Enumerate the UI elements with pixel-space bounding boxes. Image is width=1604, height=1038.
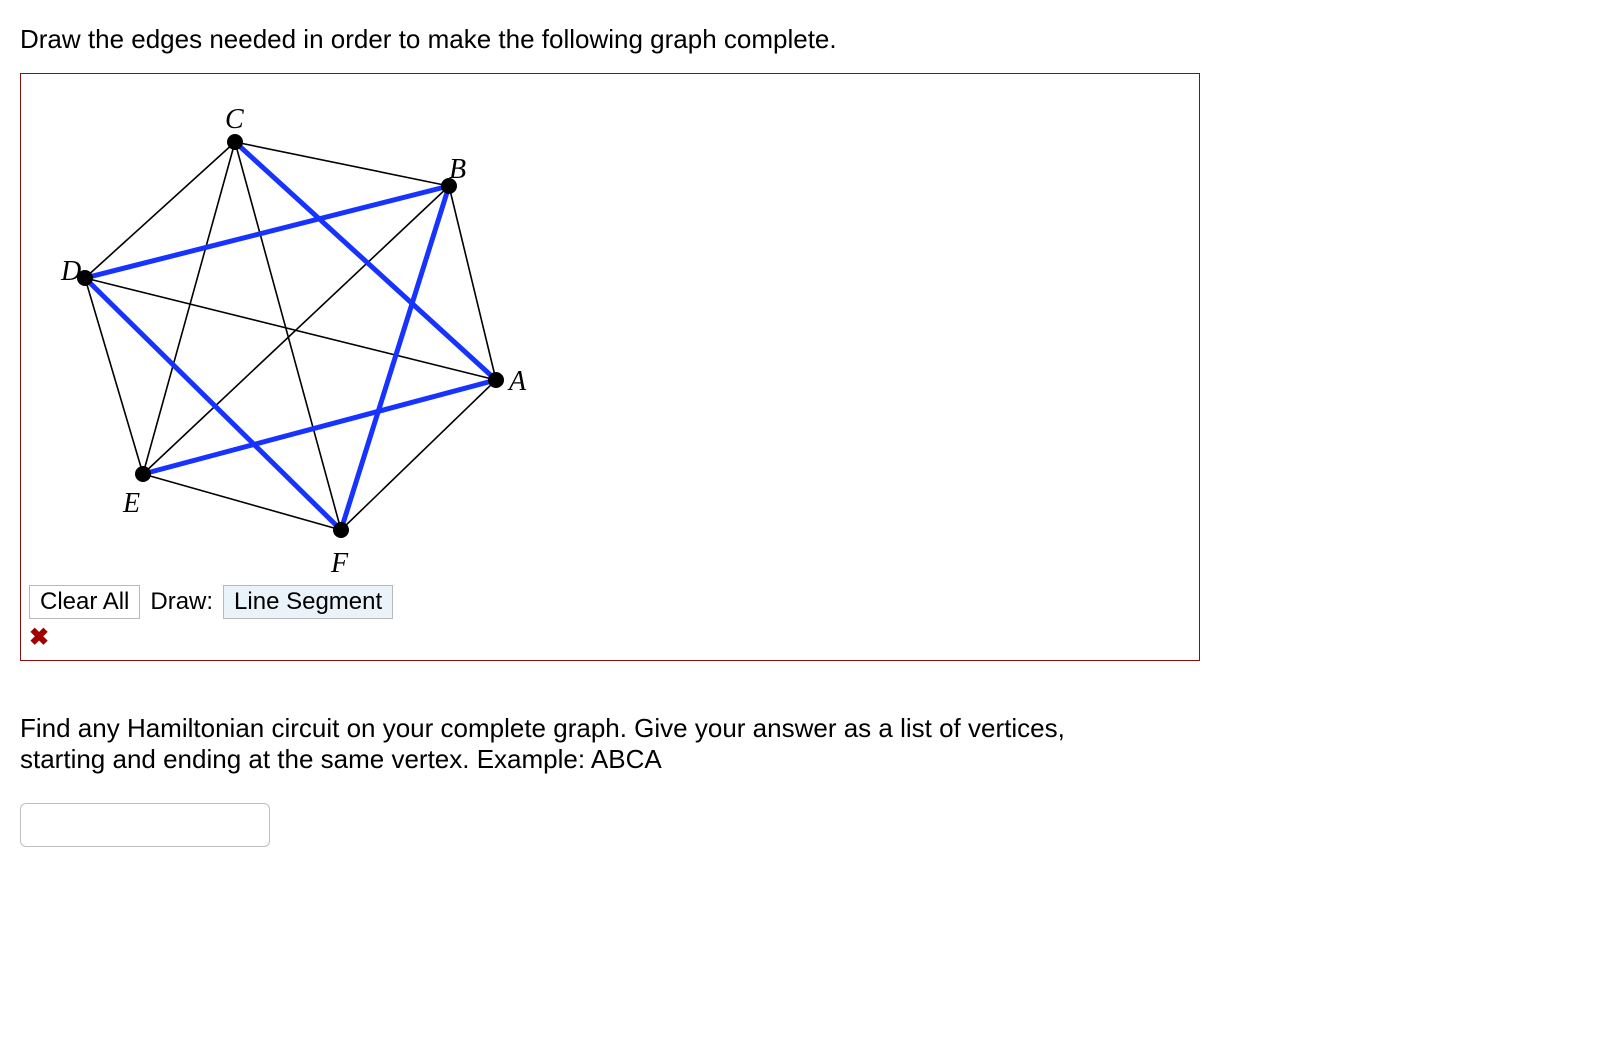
- followup-text: Find any Hamiltonian circuit on your com…: [20, 713, 1140, 775]
- edge-AB: [449, 186, 496, 380]
- vertex-E[interactable]: [135, 466, 151, 482]
- vertex-F[interactable]: [333, 522, 349, 538]
- clear-all-button[interactable]: Clear All: [29, 585, 140, 619]
- incorrect-icon: ✖: [29, 623, 393, 652]
- edge-BC: [235, 142, 449, 186]
- added-edge-BD: [85, 186, 449, 278]
- graph-controls: Clear All Draw: Line Segment ✖: [29, 585, 393, 652]
- graph-svg[interactable]: A B C D E F: [21, 74, 1201, 662]
- hamiltonian-answer-input[interactable]: [20, 803, 270, 847]
- added-edge-EA: [143, 380, 496, 474]
- vertex-A[interactable]: [488, 372, 504, 388]
- vertex-label-B: B: [449, 154, 466, 185]
- tool-selector[interactable]: Line Segment: [223, 585, 393, 619]
- question-text: Draw the edges needed in order to make t…: [20, 24, 1584, 55]
- vertex-C[interactable]: [227, 134, 243, 150]
- graph-canvas-box: A B C D E F Clear All Draw: Line Segment ✖: [20, 73, 1200, 661]
- graph-svg-container[interactable]: A B C D E F: [21, 74, 1199, 660]
- vertex-label-E: E: [122, 488, 140, 519]
- draw-label: Draw:: [146, 588, 217, 616]
- edge-CF: [235, 142, 341, 530]
- vertex-label-C: C: [225, 104, 244, 135]
- vertex-label-A: A: [507, 366, 527, 397]
- vertex-label-F: F: [330, 548, 349, 579]
- edge-DA: [85, 278, 496, 380]
- vertex-label-D: D: [60, 256, 81, 287]
- edge-CE: [143, 142, 235, 474]
